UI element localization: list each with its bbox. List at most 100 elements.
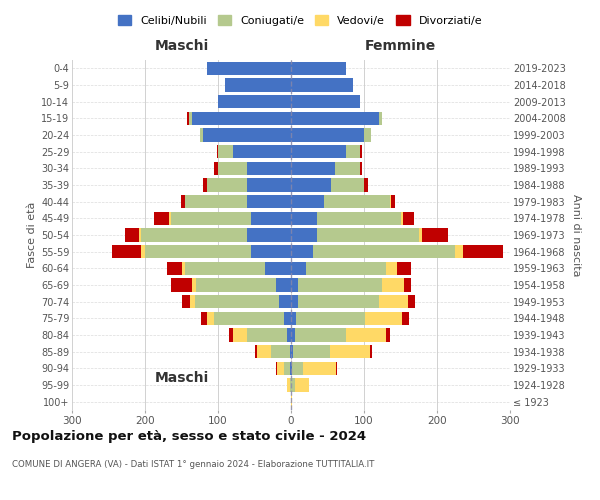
Bar xyxy=(218,95,291,108)
Bar xyxy=(386,328,389,342)
Bar xyxy=(291,362,292,375)
Bar xyxy=(296,312,365,325)
Bar xyxy=(218,162,247,175)
Bar xyxy=(361,162,362,175)
Bar xyxy=(331,178,364,192)
Bar xyxy=(302,362,335,375)
Bar xyxy=(295,328,346,342)
Bar xyxy=(291,178,331,192)
Bar xyxy=(203,178,207,192)
Bar xyxy=(251,245,291,258)
Bar xyxy=(214,162,218,175)
Bar xyxy=(247,162,291,175)
Bar xyxy=(391,195,395,208)
Bar xyxy=(291,128,364,141)
Bar xyxy=(145,245,251,258)
Bar xyxy=(408,295,415,308)
Y-axis label: Anni di nascita: Anni di nascita xyxy=(571,194,581,276)
Bar xyxy=(254,345,257,358)
Bar xyxy=(226,78,291,92)
Bar xyxy=(346,145,361,158)
Text: Femmine: Femmine xyxy=(365,39,436,53)
Bar xyxy=(193,278,196,291)
Legend: Celibi/Nubili, Coniugati/e, Vedovi/e, Divorziati/e: Celibi/Nubili, Coniugati/e, Vedovi/e, Di… xyxy=(113,10,487,30)
Bar xyxy=(291,195,324,208)
Bar xyxy=(182,295,190,308)
Bar xyxy=(233,328,247,342)
Bar xyxy=(196,295,280,308)
Bar xyxy=(335,362,337,375)
Bar xyxy=(196,278,277,291)
Bar xyxy=(324,195,389,208)
Bar xyxy=(455,245,463,258)
Bar xyxy=(181,195,185,208)
Bar xyxy=(463,245,503,258)
Bar xyxy=(290,378,291,392)
Bar xyxy=(247,228,291,241)
Bar xyxy=(247,195,291,208)
Bar xyxy=(170,212,251,225)
Bar xyxy=(386,262,397,275)
Bar xyxy=(329,345,370,358)
Bar xyxy=(317,228,419,241)
Bar xyxy=(402,312,409,325)
Bar xyxy=(187,112,189,125)
Bar xyxy=(291,245,313,258)
Text: COMUNE DI ANGERA (VA) - Dati ISTAT 1° gennaio 2024 - Elaborazione TUTTITALIA.IT: COMUNE DI ANGERA (VA) - Dati ISTAT 1° ge… xyxy=(12,460,374,469)
Bar xyxy=(207,312,214,325)
Bar xyxy=(370,345,372,358)
Bar xyxy=(154,212,169,225)
Bar xyxy=(142,228,247,241)
Bar xyxy=(214,312,284,325)
Bar xyxy=(317,212,401,225)
Bar xyxy=(295,378,309,392)
Bar xyxy=(379,112,382,125)
Bar xyxy=(404,278,412,291)
Bar xyxy=(298,278,382,291)
Bar xyxy=(291,228,317,241)
Bar xyxy=(233,145,291,158)
Bar xyxy=(218,145,233,158)
Text: Popolazione per età, sesso e stato civile - 2024: Popolazione per età, sesso e stato civil… xyxy=(12,430,366,443)
Bar xyxy=(247,178,291,192)
Bar xyxy=(185,195,247,208)
Bar xyxy=(422,228,448,241)
Bar xyxy=(142,245,145,258)
Text: Maschi: Maschi xyxy=(154,39,209,53)
Bar xyxy=(291,112,379,125)
Bar xyxy=(379,295,408,308)
Bar xyxy=(229,328,233,342)
Bar xyxy=(305,262,386,275)
Bar xyxy=(257,345,271,358)
Bar xyxy=(251,212,291,225)
Bar xyxy=(291,145,346,158)
Bar xyxy=(185,262,265,275)
Bar xyxy=(291,328,295,342)
Bar xyxy=(291,162,335,175)
Bar xyxy=(291,395,292,408)
Bar xyxy=(290,362,291,375)
Bar xyxy=(419,228,422,241)
Text: Maschi: Maschi xyxy=(154,370,209,384)
Bar xyxy=(201,312,207,325)
Bar xyxy=(247,328,287,342)
Bar xyxy=(364,178,368,192)
Bar xyxy=(298,295,379,308)
Bar xyxy=(389,195,391,208)
Bar xyxy=(190,295,196,308)
Bar xyxy=(291,212,317,225)
Bar xyxy=(364,128,371,141)
Y-axis label: Fasce di età: Fasce di età xyxy=(26,202,37,268)
Bar xyxy=(292,362,302,375)
Bar xyxy=(284,312,291,325)
Bar xyxy=(365,312,402,325)
Bar xyxy=(287,328,291,342)
Bar xyxy=(207,62,291,75)
Bar xyxy=(291,95,361,108)
Bar xyxy=(293,345,329,358)
Bar xyxy=(287,378,290,392)
Bar xyxy=(217,145,218,158)
Bar xyxy=(291,278,298,291)
Bar xyxy=(125,228,139,241)
Bar xyxy=(291,62,346,75)
